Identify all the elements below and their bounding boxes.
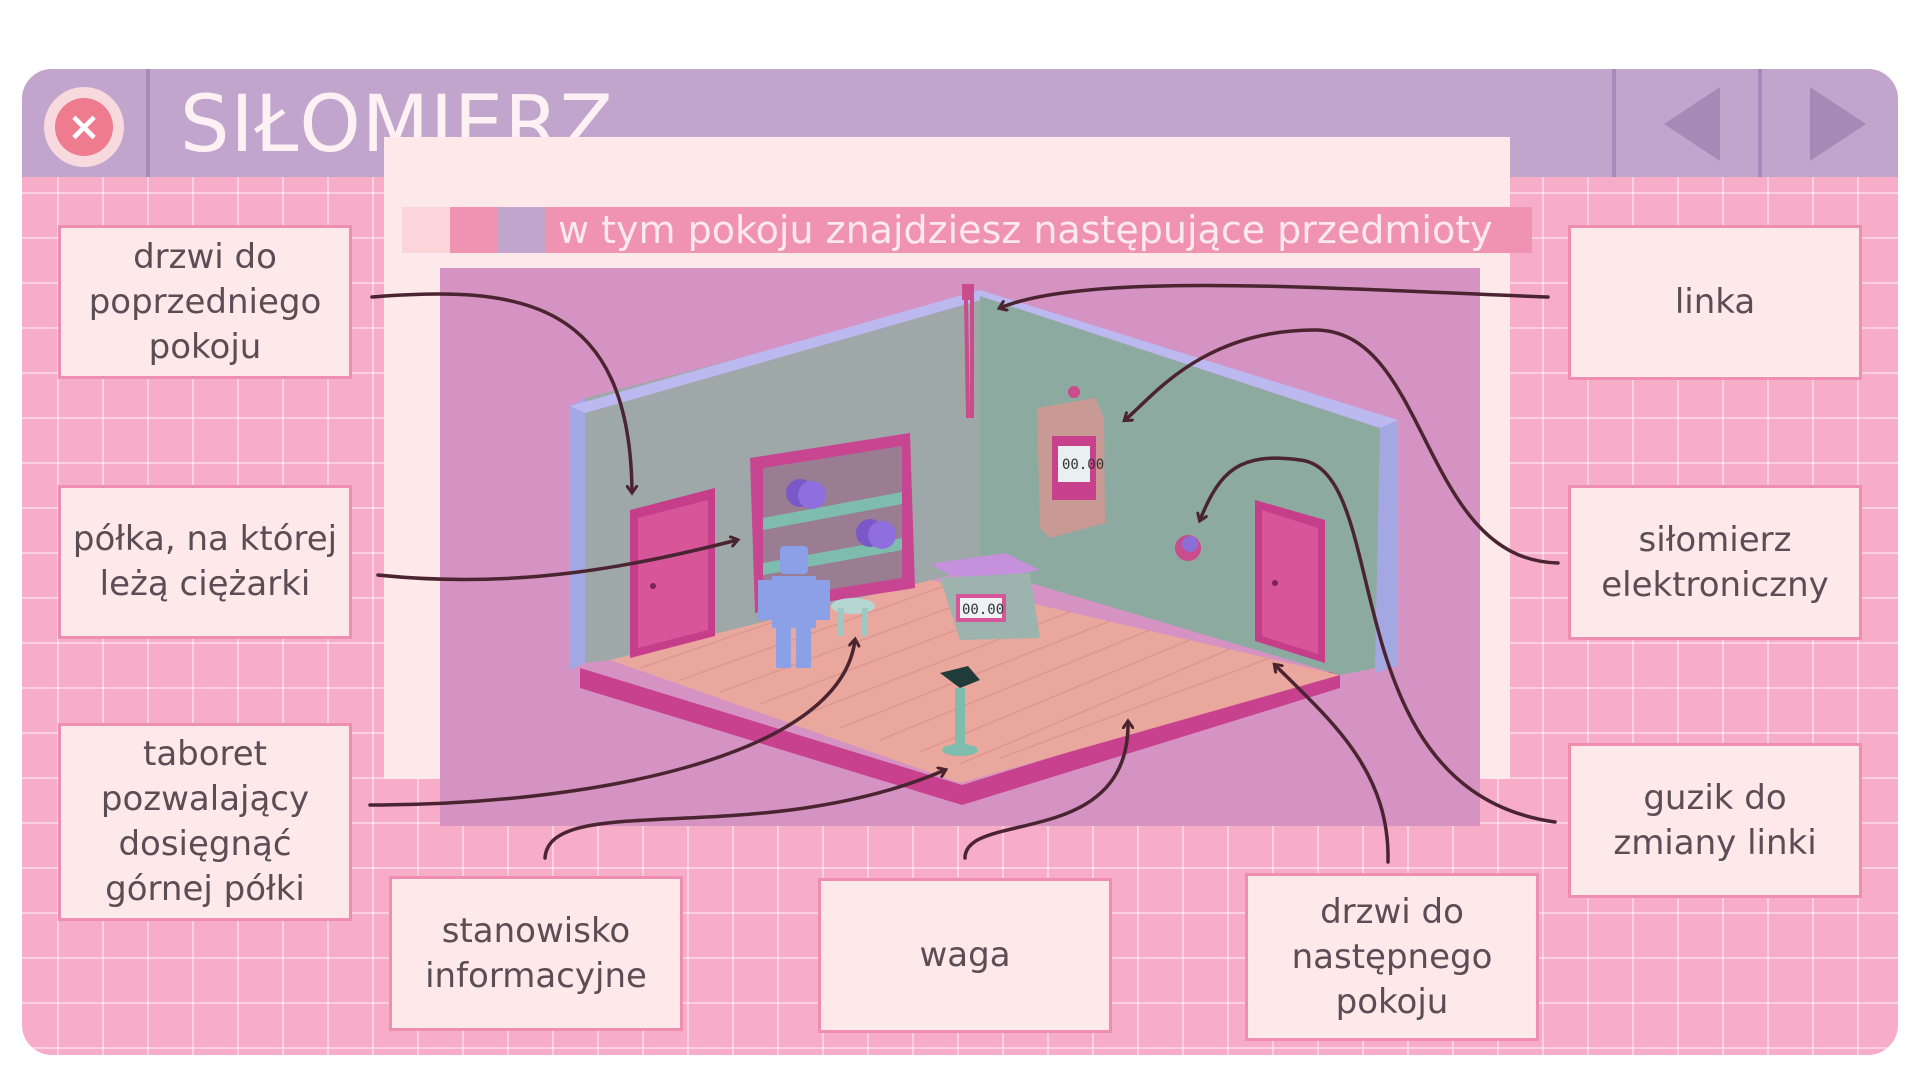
rope (962, 284, 974, 419)
subtitle-strip: w tym pokoju znajdziesz następujące prze… (402, 207, 1532, 253)
next-door (1255, 500, 1325, 663)
rope-change-button (1175, 535, 1201, 561)
label-rope: linka (1568, 225, 1862, 380)
label-stool: taboret pozwalający dosięgnąć górnej pół… (58, 723, 352, 921)
scale-display: 00.00 (962, 602, 1004, 618)
label-previous-door: drzwi do poprzedniego pokoju (58, 225, 352, 379)
nav-divider-right (1758, 69, 1762, 177)
subtitle: w tym pokoju znajdziesz następujące prze… (546, 207, 1532, 253)
left-wall-edge (570, 398, 585, 670)
label-dynamometer: siłomierz elektroniczny (1568, 485, 1862, 640)
previous-door (630, 488, 715, 658)
label-shelf: półka, na której leżą ciężarki (58, 485, 352, 639)
close-icon: × (55, 98, 113, 156)
swatch-peach (402, 207, 450, 253)
label-rope-button: guzik do zmiany linki (1568, 743, 1862, 898)
character-figure (758, 546, 830, 668)
room-illustration: 00.00 00.00 (570, 284, 1398, 805)
scale: 00.00 (930, 553, 1040, 640)
previous-button[interactable] (1642, 79, 1742, 169)
swatch-pink (450, 207, 498, 253)
dynamometer-display: 00.00 (1062, 457, 1104, 473)
triangle-left-icon (1664, 87, 1720, 161)
weights-shelf (750, 433, 915, 613)
stool (831, 598, 875, 636)
electronic-dynamometer: 00.00 (1037, 386, 1105, 538)
triangle-right-icon (1810, 87, 1866, 161)
title-divider (146, 69, 150, 177)
label-info-station: stanowisko informacyjne (389, 876, 683, 1031)
label-next-door: drzwi do następnego pokoju (1245, 873, 1539, 1041)
swatch-lilac (498, 207, 546, 253)
next-button[interactable] (1788, 79, 1888, 169)
nav-divider-left (1612, 69, 1616, 177)
room-scene: 00.00 00.00 (440, 268, 1480, 826)
close-button[interactable]: × (44, 87, 124, 167)
label-scale: waga (818, 878, 1112, 1033)
left-wall-top (570, 290, 995, 413)
